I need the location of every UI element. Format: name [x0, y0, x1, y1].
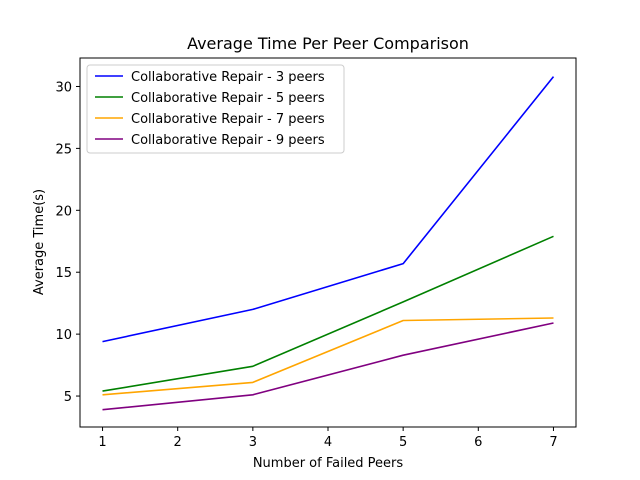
- legend-label: Collaborative Repair - 7 peers: [131, 112, 325, 127]
- series-line-4: [102, 322, 554, 411]
- x-tick-label: 5: [399, 435, 407, 450]
- series-line-1: [102, 76, 555, 343]
- legend-label: Collaborative Repair - 9 peers: [131, 133, 325, 148]
- legend-label: Collaborative Repair - 3 peers: [131, 70, 325, 85]
- series-line-2: [102, 235, 554, 392]
- legend-label: Collaborative Repair - 5 peers: [131, 91, 325, 106]
- x-tick-label: 6: [474, 435, 482, 450]
- series-layer: [102, 76, 555, 411]
- x-tick-label: 7: [549, 435, 557, 450]
- legend-box: [86, 64, 345, 154]
- y-tick-label: 20: [55, 204, 72, 219]
- x-tick-label: 2: [174, 435, 182, 450]
- chart-title: Average Time Per Peer Comparison: [187, 34, 469, 53]
- y-tick-label: 25: [55, 142, 72, 157]
- y-tick-label: 5: [64, 390, 72, 405]
- x-tick-label: 4: [324, 435, 332, 450]
- y-tick-label: 30: [55, 80, 72, 95]
- x-tick-label: 3: [249, 435, 257, 450]
- y-axis-label: Average Time(s): [32, 189, 47, 295]
- x-axis-label: Number of Failed Peers: [253, 456, 404, 471]
- y-axis: 5 10 15 20 25 30: [55, 80, 80, 405]
- legend: Collaborative Repair - 3 peers Collaborat…: [86, 64, 345, 154]
- y-tick-label: 15: [55, 266, 72, 281]
- y-tick-label: 10: [55, 328, 72, 343]
- x-tick-label: 1: [98, 435, 106, 450]
- series-line-3: [102, 317, 554, 396]
- x-axis: 1 2 3 4 5 6 7: [98, 427, 558, 450]
